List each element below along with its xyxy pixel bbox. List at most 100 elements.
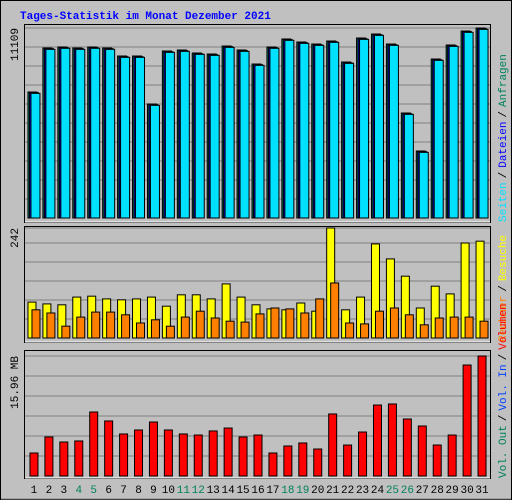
bar <box>164 51 175 219</box>
x-tick-label: 8 <box>135 485 142 497</box>
bar <box>238 436 248 477</box>
bar <box>299 42 310 219</box>
x-tick-label: 7 <box>120 485 127 497</box>
x-tick-label: 29 <box>446 485 459 497</box>
legend-entry: Vol. Out <box>498 425 510 478</box>
bar <box>104 420 114 477</box>
x-tick-label: 16 <box>251 485 264 497</box>
x-tick-label: 5 <box>90 485 97 497</box>
x-tick-label: 20 <box>311 485 324 497</box>
bar <box>74 440 84 477</box>
x-tick-label: 9 <box>150 485 157 497</box>
x-tick-label: 3 <box>61 485 68 497</box>
x-tick-label: 15 <box>236 485 249 497</box>
bar <box>194 53 205 219</box>
bar <box>359 38 370 219</box>
bar <box>178 433 188 477</box>
bar <box>285 308 295 339</box>
bar <box>165 325 175 339</box>
legend-separator: / <box>498 285 510 292</box>
bar <box>225 320 235 339</box>
bar <box>313 448 323 477</box>
bar <box>360 323 370 339</box>
bar <box>254 64 265 219</box>
legend-entry: Rechner <box>498 296 510 342</box>
bar <box>121 314 131 339</box>
x-tick-label: 25 <box>386 485 399 497</box>
x-tick-label: 24 <box>371 485 385 497</box>
bar <box>419 324 429 339</box>
bar <box>479 320 489 339</box>
x-tick-label: 2 <box>46 485 53 497</box>
bar <box>210 317 220 339</box>
bar <box>29 452 39 477</box>
bar <box>44 436 54 477</box>
bar <box>61 325 71 339</box>
x-tick-label: 21 <box>326 485 340 497</box>
legend-entry: Seiten <box>498 182 510 222</box>
bar <box>59 441 69 477</box>
bar <box>402 418 412 477</box>
bar <box>268 452 278 477</box>
bar <box>148 421 158 477</box>
bar <box>434 317 444 339</box>
bar <box>60 47 71 219</box>
x-tick-label: 4 <box>75 485 82 497</box>
legend-separator: / <box>498 111 510 118</box>
x-tick-label: 10 <box>162 485 175 497</box>
x-tick-label: 27 <box>416 485 429 497</box>
legend-entry: Besuche <box>498 235 510 281</box>
legend: Seiten / Dateien / Anfragen <box>498 54 510 222</box>
bar <box>283 445 293 477</box>
legend: Rechner / Besuche <box>498 235 510 342</box>
x-tick-label: 18 <box>281 485 294 497</box>
x-tick-label: 19 <box>296 485 309 497</box>
bar <box>269 47 280 219</box>
bar <box>135 56 146 219</box>
x-tick-label: 23 <box>356 485 369 497</box>
bar <box>344 62 355 219</box>
y-tick-label: 242 <box>10 228 22 248</box>
x-tick-label: 12 <box>192 485 205 497</box>
bar <box>464 316 474 339</box>
bar <box>180 316 190 339</box>
x-tick-label: 14 <box>222 485 236 497</box>
x-tick-label: 6 <box>105 485 112 497</box>
bar <box>330 282 340 339</box>
bar <box>91 311 101 339</box>
legend-entry: Dateien <box>498 122 510 168</box>
bar <box>46 312 56 339</box>
bar <box>149 104 160 219</box>
bar <box>345 322 355 339</box>
bar <box>315 298 325 339</box>
bar <box>239 50 250 219</box>
bar <box>284 39 295 219</box>
x-tick-label: 1 <box>31 485 38 497</box>
bar <box>403 113 414 219</box>
bar <box>417 425 427 477</box>
legend-entry: Anfragen <box>498 54 510 107</box>
bar <box>89 411 99 477</box>
bar <box>223 427 233 477</box>
x-tick-label: 31 <box>475 485 489 497</box>
bar <box>195 310 205 339</box>
bar <box>373 34 384 219</box>
bar <box>298 442 308 477</box>
bar <box>389 307 399 339</box>
legend-separator: / <box>498 354 510 361</box>
bar <box>30 92 41 219</box>
x-tick-label: 17 <box>266 485 279 497</box>
bar <box>31 309 41 339</box>
bar <box>388 44 399 219</box>
bar <box>433 59 444 219</box>
bar <box>208 430 218 477</box>
bar <box>240 321 250 339</box>
bar <box>314 44 325 219</box>
bar <box>462 364 472 477</box>
bar <box>374 310 384 339</box>
bar <box>449 316 459 339</box>
bar <box>477 355 487 477</box>
x-tick-label: 22 <box>341 485 354 497</box>
